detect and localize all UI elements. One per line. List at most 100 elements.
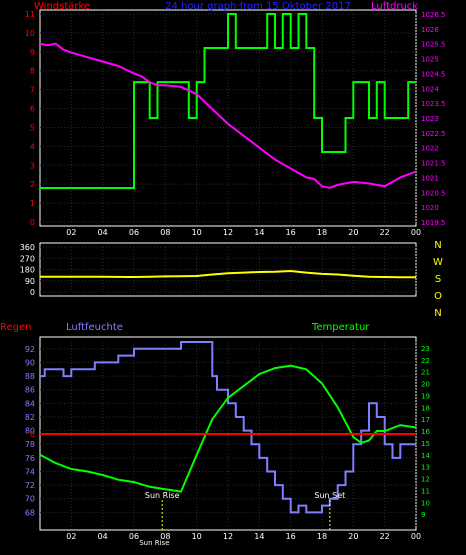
y-left-tick-label: 7 xyxy=(30,86,35,95)
y-left-tick-label: 76 xyxy=(25,454,35,463)
y-right-tick-label: 1021 xyxy=(421,174,439,182)
y-left-tick-label: 82 xyxy=(25,413,35,422)
x-tick-label: 02 xyxy=(66,228,76,237)
y-left-tick-label: 90 xyxy=(25,358,35,367)
compass-label: S xyxy=(435,274,441,285)
x-tick-label: 12 xyxy=(223,228,233,237)
y-left-tick-label: 5 xyxy=(30,123,35,132)
x-tick-label: 14 xyxy=(254,532,264,541)
x-tick-label: 12 xyxy=(223,532,233,541)
y-left-tick-label: 80 xyxy=(25,427,35,436)
series-line-wind-direction xyxy=(40,269,416,279)
y-left-tick-label: 1 xyxy=(30,199,35,208)
y-left-tick-label: 68 xyxy=(25,508,35,517)
y-left-tick-label: 360 xyxy=(20,243,35,252)
panel-2-frame xyxy=(39,242,417,297)
y-left-tick-label: 88 xyxy=(25,372,35,381)
x-tick-label: 14 xyxy=(254,228,264,237)
y-left-tick-label: 84 xyxy=(25,399,35,408)
y-left-tick-label: 3 xyxy=(30,161,35,170)
y-left-tick-label: 74 xyxy=(25,467,35,476)
y-right-tick-label: 18 xyxy=(421,404,430,412)
series-line-windst-rke xyxy=(40,13,416,189)
y-right-tick-label: 1023.5 xyxy=(421,100,446,108)
sun-rise-axis-label: Sun Rise xyxy=(139,539,169,547)
series-line-luftdruck xyxy=(39,42,417,189)
y-right-tick-label: 12 xyxy=(421,476,430,484)
y-right-tick-label: 19 xyxy=(421,392,430,400)
y-right-tick-label: 1022.5 xyxy=(421,130,446,138)
y-right-tick-label: 17 xyxy=(421,416,430,424)
y-left-tick-label: 2 xyxy=(30,180,35,189)
y-left-tick-label: 270 xyxy=(20,254,35,263)
y-right-tick-label: 1024 xyxy=(421,85,439,93)
temperature-label: Temperatur xyxy=(311,322,370,333)
x-tick-label: 04 xyxy=(98,228,108,237)
x-tick-label: 06 xyxy=(129,228,139,237)
sun-event-label: Sun Rise xyxy=(145,491,180,500)
y-right-tick-label: 10 xyxy=(421,499,430,507)
y-right-tick-label: 13 xyxy=(421,464,430,472)
x-tick-label: 06 xyxy=(129,532,139,541)
y-left-tick-label: 9 xyxy=(30,48,35,57)
series-line-luftfeuchte xyxy=(40,341,416,514)
x-tick-label: 20 xyxy=(348,228,358,237)
y-right-tick-label: 1020 xyxy=(421,204,439,212)
x-tick-label: 04 xyxy=(98,532,108,541)
y-right-tick-label: 1020.5 xyxy=(421,189,446,197)
compass-label: N xyxy=(434,240,441,251)
x-tick-label: 08 xyxy=(160,532,170,541)
y-right-tick-label: 21 xyxy=(421,369,430,377)
y-right-tick-label: 1024.5 xyxy=(421,70,446,78)
x-tick-label: 18 xyxy=(317,532,327,541)
x-tick-label: 10 xyxy=(192,532,202,541)
y-left-tick-label: 0 xyxy=(30,218,35,227)
y-right-tick-label: 1026.5 xyxy=(421,11,446,19)
y-left-tick-label: 92 xyxy=(25,345,35,354)
y-right-tick-label: 15 xyxy=(421,440,430,448)
humidity-temperature-panel: Regen Luftfeuchte Temperatur 02 04 06 08 10 1… xyxy=(0,322,430,547)
y-left-tick-label: 72 xyxy=(25,481,35,490)
wind-pressure-panel: 24 hour graph from 15 Oktober 2017 Winds… xyxy=(25,1,446,237)
x-tick-label: 18 xyxy=(317,228,327,237)
wind-label: Windstärke xyxy=(34,1,90,12)
y-right-tick-label: 1019.5 xyxy=(421,219,446,227)
sun-event-label: Sun Set xyxy=(314,491,345,500)
y-right-tick-label: 14 xyxy=(421,452,430,460)
series-line-temperatur xyxy=(39,364,417,493)
y-left-tick-label: 90 xyxy=(25,277,35,286)
rain-label: Regen xyxy=(0,322,32,333)
x-tick-label: 10 xyxy=(192,228,202,237)
x-tick-label: 00 xyxy=(411,532,421,541)
y-right-tick-label: 1022 xyxy=(421,145,439,153)
pressure-label: Luftdruck xyxy=(371,1,418,12)
y-right-tick-label: 9 xyxy=(421,511,425,519)
x-tick-label: 02 xyxy=(66,532,76,541)
y-right-tick-label: 1021.5 xyxy=(421,160,446,168)
rain-tick-label: 0 xyxy=(30,430,35,439)
y-right-tick-label: 1025 xyxy=(421,56,439,64)
y-right-tick-label: 11 xyxy=(421,487,430,495)
compass-label: N xyxy=(434,308,441,319)
panel-1-title: 24 hour graph from 15 Oktober 2017 xyxy=(165,1,351,12)
y-left-tick-label: 10 xyxy=(25,29,35,38)
y-left-tick-label: 6 xyxy=(30,105,35,114)
x-tick-label: 22 xyxy=(380,532,390,541)
x-tick-label: 00 xyxy=(411,228,421,237)
y-right-tick-label: 1025.5 xyxy=(421,41,446,49)
x-tick-label: 08 xyxy=(160,228,170,237)
compass-label: W xyxy=(433,257,443,268)
x-tick-label: 20 xyxy=(348,532,358,541)
y-left-tick-label: 86 xyxy=(25,386,35,395)
y-left-tick-label: 180 xyxy=(20,266,35,275)
x-tick-label: 16 xyxy=(286,532,296,541)
y-right-tick-label: 16 xyxy=(421,428,430,436)
y-left-tick-label: 8 xyxy=(30,67,35,76)
y-left-tick-label: 70 xyxy=(25,495,35,504)
humidity-label: Luftfeuchte xyxy=(66,322,123,333)
y-right-tick-label: 1023 xyxy=(421,115,439,123)
x-tick-label: 22 xyxy=(380,228,390,237)
y-left-tick-label: 0 xyxy=(30,288,35,297)
